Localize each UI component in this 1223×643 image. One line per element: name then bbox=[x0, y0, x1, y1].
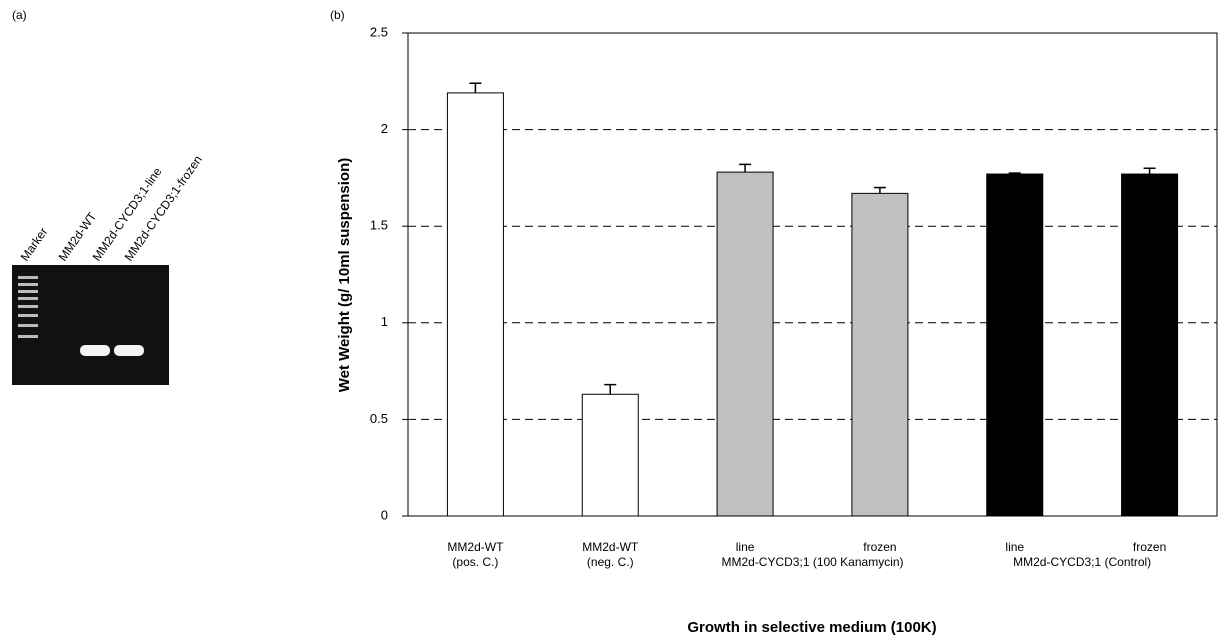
y-tick-label: 0.5 bbox=[370, 411, 388, 426]
x-tick-label: (pos. C.) bbox=[452, 555, 498, 569]
figure: (a) Marker MM2d-WT MM2d-CYCD3;1-line MM2… bbox=[0, 0, 1223, 643]
group-label: MM2d-CYCD3;1 (100 Kanamycin) bbox=[721, 555, 903, 569]
panel-label: (a) bbox=[12, 8, 27, 22]
gel-band bbox=[114, 345, 144, 356]
plot-frame bbox=[408, 33, 1217, 516]
bar bbox=[717, 172, 773, 516]
error-bar bbox=[874, 188, 886, 194]
y-tick-label: 0 bbox=[381, 507, 388, 522]
bar bbox=[447, 93, 503, 516]
page: (a) Marker MM2d-WT MM2d-CYCD3;1-line MM2… bbox=[0, 0, 1223, 643]
x-tick-label: frozen bbox=[1133, 540, 1166, 554]
y-axis-title: Wet Weight (g/ 10ml suspension) bbox=[336, 158, 353, 392]
error-bar bbox=[739, 164, 751, 172]
x-axis-title: Growth in selective medium (100K) bbox=[687, 619, 936, 636]
bar bbox=[852, 193, 908, 516]
gel bbox=[12, 265, 169, 385]
lane-label: Marker bbox=[18, 225, 51, 264]
error-bar bbox=[1144, 168, 1156, 174]
x-tick-label: line bbox=[736, 540, 755, 554]
x-tick-label: frozen bbox=[863, 540, 896, 554]
y-tick-label: 2.5 bbox=[370, 24, 388, 39]
y-tick-label: 1.5 bbox=[370, 218, 388, 233]
y-tick-label: 2 bbox=[381, 121, 388, 136]
bar bbox=[987, 174, 1043, 516]
bar bbox=[582, 394, 638, 516]
x-tick-label: (neg. C.) bbox=[587, 555, 634, 569]
error-bar bbox=[604, 385, 616, 395]
x-tick-label: MM2d-WT bbox=[582, 540, 639, 554]
bar bbox=[1122, 174, 1178, 516]
group-label: MM2d-CYCD3;1 (Control) bbox=[1013, 555, 1151, 569]
x-tick-label: MM2d-WT bbox=[447, 540, 504, 554]
gel-band bbox=[80, 345, 110, 356]
panel-label: (b) bbox=[330, 8, 345, 22]
y-tick-label: 1 bbox=[381, 314, 388, 329]
error-bar bbox=[469, 83, 481, 93]
x-tick-label: line bbox=[1005, 540, 1024, 554]
